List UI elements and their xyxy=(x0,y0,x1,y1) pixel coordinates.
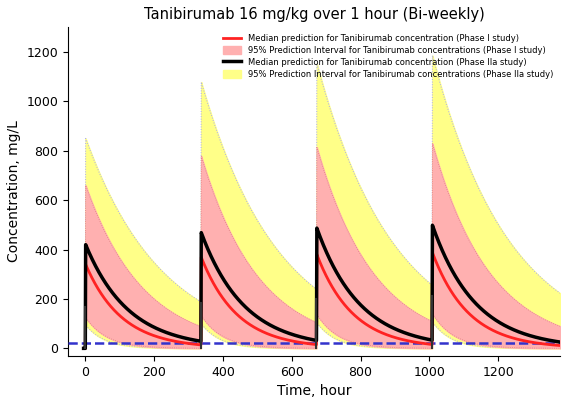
X-axis label: Time, hour: Time, hour xyxy=(277,384,352,398)
Legend: Median prediction for Tanibirumab concentration (Phase I study), 95% Prediction : Median prediction for Tanibirumab concen… xyxy=(221,32,556,81)
Title: Tanibirumab 16 mg/kg over 1 hour (Bi-weekly): Tanibirumab 16 mg/kg over 1 hour (Bi-wee… xyxy=(143,7,484,22)
Y-axis label: Concentration, mg/L: Concentration, mg/L xyxy=(7,121,21,262)
